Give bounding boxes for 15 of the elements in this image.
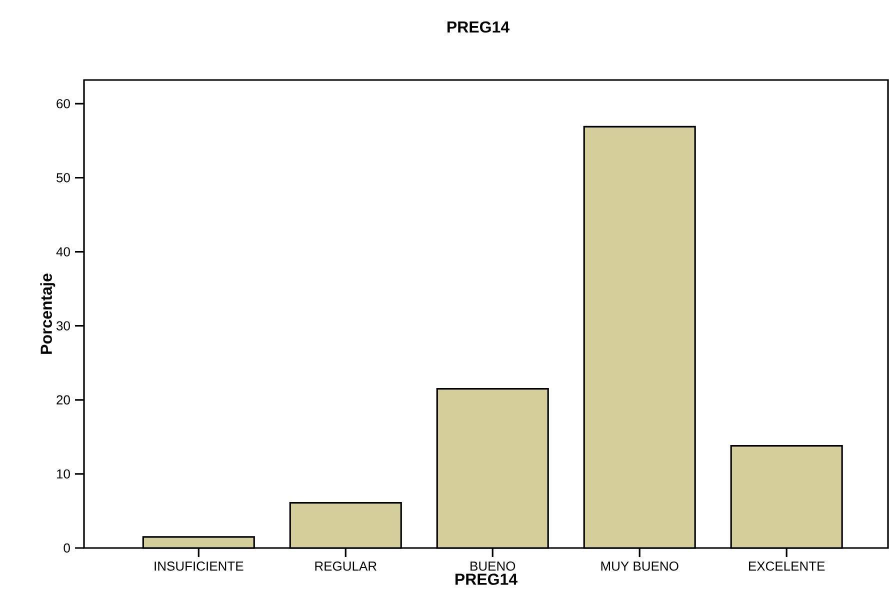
x-tick-label: MUY BUENO	[601, 562, 678, 571]
y-tick-label: 20	[56, 395, 70, 404]
x-tick-label: BUENO	[470, 562, 516, 571]
y-tick-label: 30	[56, 321, 70, 330]
chart-title: PREG14	[448, 21, 510, 33]
y-tick-label: 0	[64, 543, 70, 553]
y-axis-title: Porcentaje	[40, 274, 56, 354]
x-tick-label: REGULAR	[315, 562, 376, 571]
y-tick-label: 60	[56, 99, 70, 108]
x-tick-label: EXCELENTE	[749, 562, 825, 571]
y-tick-label: 50	[56, 173, 70, 182]
x-tick-label: INSUFICIENTE	[154, 562, 244, 571]
x-axis-title: PREG14	[456, 574, 518, 585]
y-tick-label: 40	[56, 247, 70, 256]
y-tick-label: 10	[56, 469, 70, 479]
